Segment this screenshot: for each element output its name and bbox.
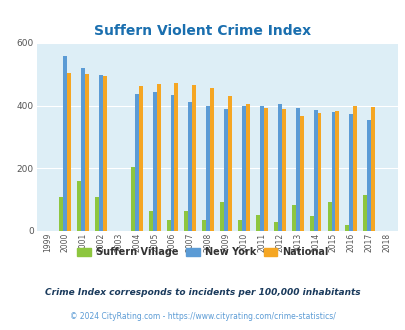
Bar (156, 84, 160, 231)
Bar (259, 106, 263, 231)
Bar (299, 115, 303, 231)
Bar (188, 103, 192, 231)
Bar (95, 197, 99, 231)
Bar (63, 56, 67, 231)
Bar (210, 88, 214, 231)
Bar (59, 197, 63, 231)
Bar (309, 216, 313, 231)
Bar (352, 106, 356, 231)
Bar (263, 108, 267, 231)
Bar (67, 73, 71, 231)
Bar (349, 114, 352, 231)
Bar (281, 109, 285, 231)
Bar (139, 86, 142, 231)
Bar (81, 68, 85, 231)
Bar (277, 104, 281, 231)
Bar (313, 110, 317, 231)
Bar (77, 181, 81, 231)
Bar (102, 76, 107, 231)
Bar (273, 222, 277, 231)
Bar (174, 83, 178, 231)
Bar (220, 202, 224, 231)
Bar (206, 106, 210, 231)
Bar (99, 75, 102, 231)
Bar (335, 111, 339, 231)
Legend: Suffern Village, New York, National: Suffern Village, New York, National (73, 243, 332, 261)
Bar (295, 108, 299, 231)
Text: © 2024 CityRating.com - https://www.cityrating.com/crime-statistics/: © 2024 CityRating.com - https://www.city… (70, 312, 335, 321)
Bar (345, 225, 349, 231)
Bar (362, 195, 367, 231)
Bar (367, 120, 370, 231)
Bar (228, 96, 232, 231)
Text: Suffern Violent Crime Index: Suffern Violent Crime Index (94, 24, 311, 38)
Bar (85, 74, 89, 231)
Bar (134, 94, 139, 231)
Bar (130, 167, 134, 231)
Bar (202, 220, 206, 231)
Bar (370, 107, 374, 231)
Bar (331, 113, 335, 231)
Bar (241, 106, 245, 231)
Bar (238, 220, 241, 231)
Bar (192, 85, 196, 231)
Text: Crime Index corresponds to incidents per 100,000 inhabitants: Crime Index corresponds to incidents per… (45, 287, 360, 297)
Bar (291, 205, 295, 231)
Bar (256, 215, 259, 231)
Bar (184, 211, 188, 231)
Bar (148, 211, 152, 231)
Bar (245, 104, 249, 231)
Bar (224, 109, 228, 231)
Bar (317, 114, 321, 231)
Bar (152, 92, 156, 231)
Bar (170, 95, 174, 231)
Bar (166, 220, 170, 231)
Bar (327, 202, 331, 231)
